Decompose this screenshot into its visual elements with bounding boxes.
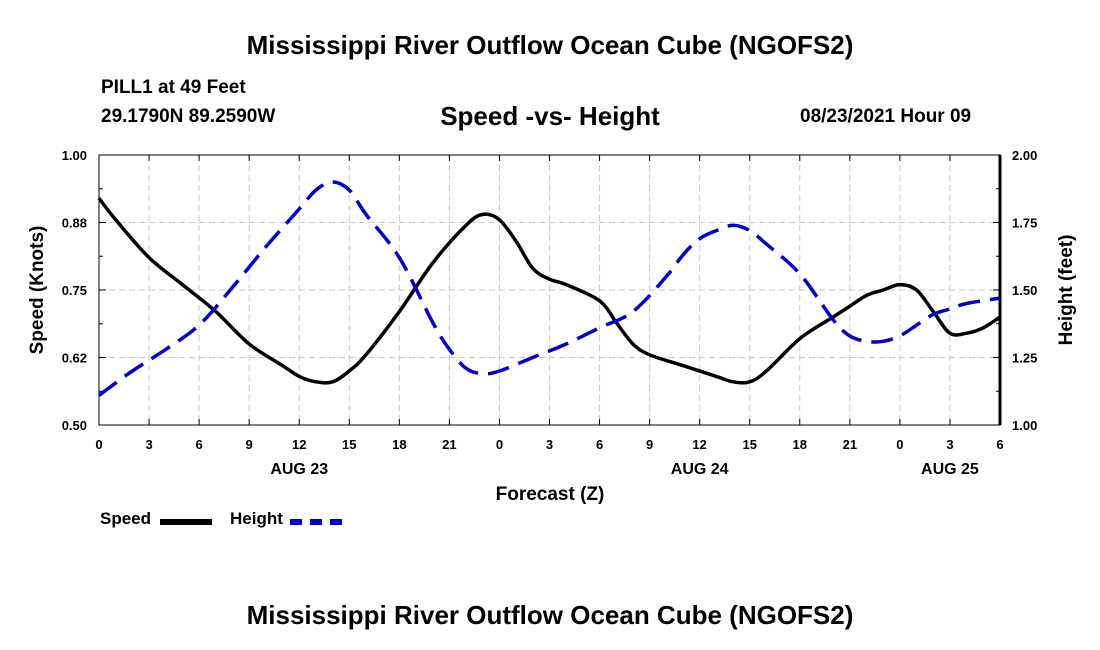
forecast-datetime: 08/23/2021 Hour 09 [800,106,972,127]
x-tick-label: 21 [843,437,857,452]
x-tick-label: 15 [342,437,356,452]
x-tick-label: 12 [692,437,706,452]
y-right-tick-label: 1.25 [1012,351,1037,366]
legend-speed-swatch [160,519,212,525]
x-tick-label: 6 [596,437,603,452]
station-coordinates: 29.1790N 89.2590W [101,106,276,127]
y-right-axis-label: Height (feet) [1056,235,1077,346]
y-left-tick-label: 0.50 [62,418,87,433]
y-right-tick-label: 1.75 [1012,216,1037,231]
y-left-tick-label: 1.00 [62,148,87,163]
x-tick-label: 18 [392,437,406,452]
x-tick-label: 21 [442,437,456,452]
y-right-tick-label: 2.00 [1012,148,1037,163]
footer-title: Mississippi River Outflow Ocean Cube (NG… [246,600,854,630]
x-tick-label: 9 [246,437,253,452]
y-left-tick-label: 0.75 [62,283,87,298]
chart-subtitle: Speed -vs- Height [440,101,660,131]
x-tick-label: 3 [145,437,152,452]
x-tick-label: 12 [292,437,306,452]
station-label: PILL1 at 49 Feet [101,77,246,98]
date-label: AUG 25 [921,461,979,478]
x-tick-label: 18 [793,437,807,452]
legend-speed-label: Speed [100,509,152,528]
y-left-axis-label: Speed (Knots) [27,226,48,355]
y-left-tick-label: 0.88 [62,216,87,231]
x-tick-label: 3 [946,437,953,452]
x-tick-label: 0 [896,437,903,452]
y-right-tick-label: 1.00 [1012,418,1037,433]
series-speed-line [97,197,1001,385]
x-tick-label: 15 [742,437,756,452]
legend-height-label: Height [230,509,283,528]
y-left-tick-label: 0.62 [62,351,87,366]
y-right-tick-label: 1.50 [1012,283,1037,298]
x-tick-label: 3 [546,437,553,452]
date-label: AUG 23 [270,461,328,478]
date-label: AUG 24 [671,461,729,478]
x-tick-label: 9 [646,437,653,452]
x-axis-label: Forecast (Z) [496,484,605,505]
series-height-line [97,180,1001,397]
legend-height-swatch [290,519,342,525]
x-tick-label: 6 [195,437,202,452]
x-tick-label: 0 [496,437,503,452]
chart-title: Mississippi River Outflow Ocean Cube (NG… [246,30,854,60]
x-tick-label: 0 [95,437,102,452]
x-tick-label: 6 [996,437,1003,452]
